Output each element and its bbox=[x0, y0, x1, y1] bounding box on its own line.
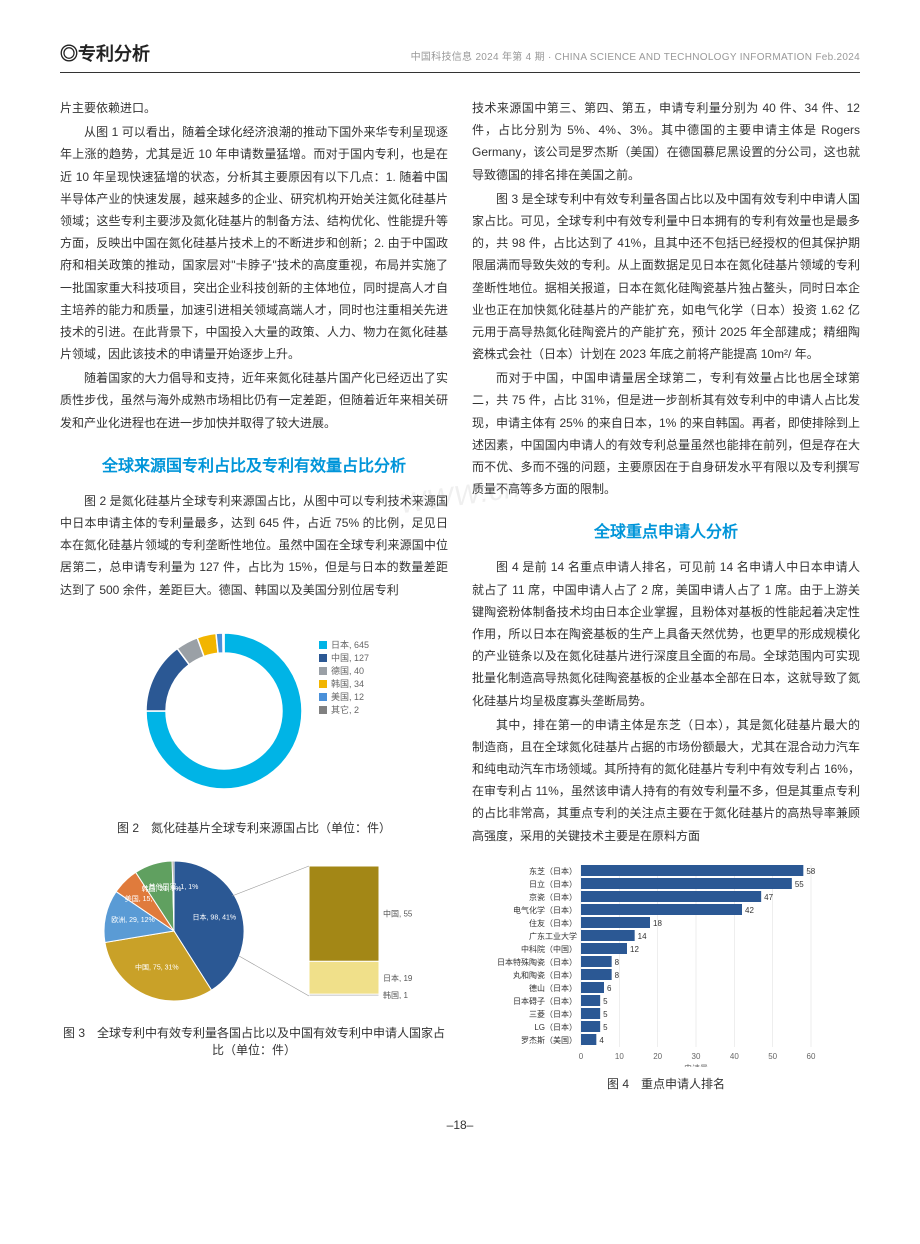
para: 而对于中国，中国申请量居全球第二，专利有效量占比也居全球第二，共 75 件，占比… bbox=[472, 367, 860, 500]
svg-text:其它, 2: 其它, 2 bbox=[331, 704, 359, 715]
svg-text:三菱（日本）: 三菱（日本） bbox=[529, 1009, 577, 1019]
para: 片主要依赖进口。 bbox=[60, 97, 448, 119]
svg-text:东芝（日本）: 东芝（日本） bbox=[529, 866, 577, 876]
para: 随着国家的大力倡导和支持，近年来氮化硅基片国产化已经迈出了实质性步伐，虽然与海外… bbox=[60, 367, 448, 434]
svg-text:日本特殊陶瓷（日本）: 日本特殊陶瓷（日本） bbox=[497, 957, 577, 967]
svg-text:40: 40 bbox=[730, 1052, 739, 1061]
svg-text:美国, 12: 美国, 12 bbox=[331, 691, 364, 702]
svg-text:日本, 645: 日本, 645 bbox=[331, 639, 369, 650]
svg-text:LG（日本）: LG（日本） bbox=[534, 1022, 577, 1032]
left-column: 片主要依赖进口。 从图 1 可以看出，随着全球化经济浪潮的推动下国外来华专利呈现… bbox=[60, 97, 448, 1100]
svg-text:罗杰斯（美国）: 罗杰斯（美国） bbox=[521, 1035, 577, 1045]
svg-text:其他国家, 1, 1%: 其他国家, 1, 1% bbox=[149, 882, 199, 891]
svg-text:日本, 19: 日本, 19 bbox=[383, 973, 413, 983]
svg-text:55: 55 bbox=[795, 880, 804, 889]
svg-text:50: 50 bbox=[768, 1052, 777, 1061]
para: 图 2 是氮化硅基片全球专利来源国占比，从图中可以专利技术来源国中日本申请主体的… bbox=[60, 490, 448, 601]
para: 技术来源国中第三、第四、第五，申请专利量分别为 40 件、34 件、12 件，占… bbox=[472, 97, 860, 186]
svg-text:5: 5 bbox=[603, 1010, 608, 1019]
section-label: ◎专利分析 bbox=[60, 40, 150, 66]
right-column: 技术来源国中第三、第四、第五，申请专利量分别为 40 件、34 件、12 件，占… bbox=[472, 97, 860, 1100]
svg-text:8: 8 bbox=[615, 971, 620, 980]
figure-2-caption: 图 2 氮化硅基片全球专利来源国占比（单位：件） bbox=[60, 819, 448, 836]
svg-text:德国, 40: 德国, 40 bbox=[331, 665, 364, 676]
svg-text:0: 0 bbox=[579, 1052, 584, 1061]
svg-text:20: 20 bbox=[653, 1052, 662, 1061]
svg-text:5: 5 bbox=[603, 1023, 608, 1032]
svg-text:申请量: 申请量 bbox=[684, 1063, 708, 1067]
journal-info: 中国科技信息 2024 年第 4 期 · CHINA SCIENCE AND T… bbox=[411, 48, 860, 63]
svg-text:47: 47 bbox=[764, 893, 773, 902]
svg-text:日本碍子（日本）: 日本碍子（日本） bbox=[513, 996, 577, 1006]
svg-text:住友（日本）: 住友（日本） bbox=[529, 918, 577, 928]
svg-text:中国, 127: 中国, 127 bbox=[331, 652, 369, 663]
svg-text:德山（日本）: 德山（日本） bbox=[529, 983, 577, 993]
svg-text:30: 30 bbox=[692, 1052, 701, 1061]
svg-text:58: 58 bbox=[806, 867, 815, 876]
svg-text:京瓷（日本）: 京瓷（日本） bbox=[529, 892, 577, 902]
svg-text:4: 4 bbox=[599, 1036, 604, 1045]
svg-text:日立（日本）: 日立（日本） bbox=[529, 879, 577, 889]
para: 其中，排在第一的申请主体是东芝（日本），其是氮化硅基片最大的制造商，且在全球氮化… bbox=[472, 714, 860, 847]
main-content: 片主要依赖进口。 从图 1 可以看出，随着全球化经济浪潮的推动下国外来华专利呈现… bbox=[60, 97, 860, 1100]
svg-text:广东工业大学: 广东工业大学 bbox=[529, 931, 577, 941]
svg-text:中科院（中国）: 中科院（中国） bbox=[521, 944, 577, 954]
figure-3-caption: 图 3 全球专利中有效专利量各国占比以及中国有效专利中申请人国家占比（单位：件） bbox=[60, 1024, 448, 1058]
svg-text:5: 5 bbox=[603, 997, 608, 1006]
para: 从图 1 可以看出，随着全球化经济浪潮的推动下国外来华专利呈现逐年上涨的趋势，尤… bbox=[60, 121, 448, 365]
svg-text:60: 60 bbox=[807, 1052, 816, 1061]
svg-text:10: 10 bbox=[615, 1052, 624, 1061]
section-title: 全球来源国专利占比及专利有效量占比分析 bbox=[60, 452, 448, 476]
figure-3-chart: 日本, 98, 41%中国, 75, 31%欧洲, 29, 12%美国, 15,… bbox=[60, 846, 448, 1016]
figure-2-chart: 日本, 645 中国, 127 德国, 40 韩国, 34 美国, 12 其它, 2 bbox=[60, 611, 448, 811]
svg-text:12: 12 bbox=[630, 945, 639, 954]
figure-4-chart: 0102030405060东芝（日本）58日立（日本）55京瓷（日本）47电气化… bbox=[472, 857, 860, 1067]
svg-text:中国, 55: 中国, 55 bbox=[383, 908, 413, 918]
page-header: ◎专利分析 中国科技信息 2024 年第 4 期 · CHINA SCIENCE… bbox=[60, 40, 860, 73]
svg-text:日本, 98, 41%: 日本, 98, 41% bbox=[193, 912, 237, 921]
svg-text:14: 14 bbox=[638, 932, 647, 941]
svg-text:6: 6 bbox=[607, 984, 612, 993]
svg-text:18: 18 bbox=[653, 919, 662, 928]
svg-text:8: 8 bbox=[615, 958, 620, 967]
para: 图 4 是前 14 名重点申请人排名，可见前 14 名申请人中日本申请人就占了 … bbox=[472, 556, 860, 711]
svg-text:韩国, 34: 韩国, 34 bbox=[331, 678, 364, 689]
section-title: 全球重点申请人分析 bbox=[472, 518, 860, 542]
svg-text:欧洲, 29, 12%: 欧洲, 29, 12% bbox=[111, 915, 155, 924]
svg-text:韩国, 1: 韩国, 1 bbox=[383, 990, 408, 1000]
figure-4-caption: 图 4 重点申请人排名 bbox=[472, 1075, 860, 1092]
svg-text:42: 42 bbox=[745, 906, 754, 915]
svg-text:电气化学（日本）: 电气化学（日本） bbox=[513, 905, 577, 915]
para: 图 3 是全球专利中有效专利量各国占比以及中国有效专利中申请人国家占比。可见，全… bbox=[472, 188, 860, 366]
svg-text:丸和陶瓷（日本）: 丸和陶瓷（日本） bbox=[513, 970, 577, 980]
page-number: –18– bbox=[60, 1118, 860, 1132]
svg-text:中国, 75, 31%: 中国, 75, 31% bbox=[135, 962, 179, 971]
